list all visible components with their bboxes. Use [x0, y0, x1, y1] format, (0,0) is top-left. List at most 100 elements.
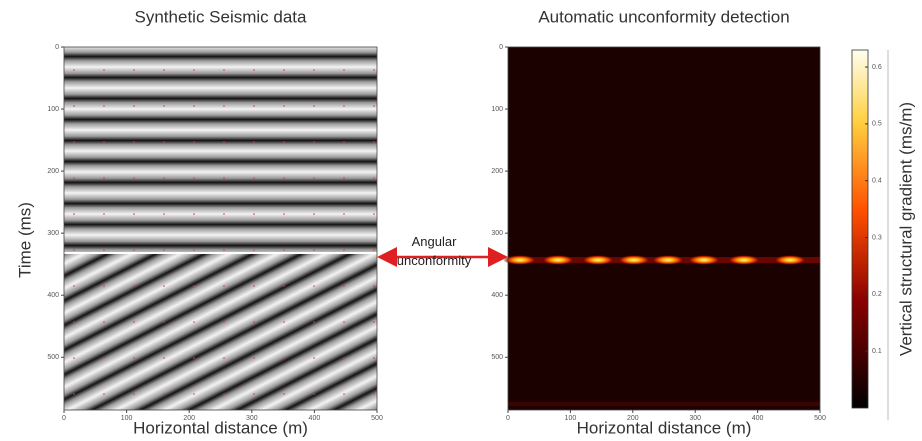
x-tick-label: 500 [371, 415, 383, 422]
sample-dot [193, 105, 195, 107]
colorbar-tick-label: 0.2 [872, 291, 882, 298]
sample-dot [253, 177, 255, 179]
sample-dot [313, 69, 315, 71]
sample-dot [223, 249, 225, 251]
x-tick-label: 300 [246, 415, 258, 422]
sample-dot [73, 213, 75, 215]
x-axis-label: Horizontal distance (m) [133, 418, 308, 437]
sample-dot [253, 213, 255, 215]
colorbar-tick-label: 0.6 [872, 64, 882, 71]
sample-dot [313, 177, 315, 179]
sample-dot [223, 141, 225, 143]
sample-dot [103, 249, 105, 251]
sample-dot [343, 357, 345, 359]
sample-dot [283, 213, 285, 215]
y-tick-label: 500 [491, 354, 503, 361]
sample-dot [283, 69, 285, 71]
sample-dot [103, 213, 105, 215]
sample-dot [73, 357, 75, 359]
heatmap-peak [581, 255, 615, 265]
sample-dot [73, 69, 75, 71]
sample-dot [283, 357, 285, 359]
sample-dot [73, 285, 75, 287]
x-tick-label: 400 [752, 415, 764, 422]
sample-dot [313, 357, 315, 359]
x-axis-label: Horizontal distance (m) [577, 418, 752, 437]
sample-dot [163, 105, 165, 107]
sample-dot [133, 141, 135, 143]
sample-dot [283, 141, 285, 143]
sample-dot [373, 357, 375, 359]
x-tick-label: 100 [565, 415, 577, 422]
heatmap-peak [651, 255, 685, 265]
y-tick-label: 0 [499, 44, 503, 51]
x-tick-label: 200 [183, 415, 195, 422]
sample-dot [193, 249, 195, 251]
sample-dot [223, 177, 225, 179]
panel-title: Synthetic Seismic data [135, 7, 308, 26]
x-tick-label: 400 [309, 415, 321, 422]
sample-dot [103, 321, 105, 323]
colorbar-label: Vertical structural gradient (ms/m) [896, 102, 915, 356]
sample-dot [133, 105, 135, 107]
sample-dot [133, 393, 135, 395]
y-tick-label: 300 [491, 230, 503, 237]
sample-dot [163, 141, 165, 143]
heatmap-peak [687, 255, 721, 265]
sample-dot [223, 213, 225, 215]
y-tick-label: 200 [491, 168, 503, 175]
sample-dot [103, 141, 105, 143]
sample-dot [313, 285, 315, 287]
sample-dot [223, 285, 225, 287]
x-tick-label: 0 [506, 415, 510, 422]
sample-dot [373, 321, 375, 323]
sample-dot [193, 69, 195, 71]
sample-dot [103, 69, 105, 71]
y-tick-label: 0 [55, 44, 59, 51]
colorbar-tick-label: 0.5 [872, 121, 882, 128]
sample-dot [373, 393, 375, 395]
colorbar-tick-label: 0.4 [872, 178, 882, 185]
seismic-lower [64, 253, 377, 410]
x-tick-label: 300 [689, 415, 701, 422]
sample-dot [103, 177, 105, 179]
colorbar-tick-label: 0.3 [872, 234, 882, 241]
heatmap-peak [727, 255, 761, 265]
seismic-upper [64, 47, 377, 253]
heatmap-peak [617, 255, 651, 265]
sample-dot [163, 357, 165, 359]
sample-dot [373, 141, 375, 143]
sample-dot [253, 105, 255, 107]
sample-dot [193, 213, 195, 215]
sample-dot [73, 321, 75, 323]
sample-dot [73, 393, 75, 395]
sample-dot [283, 249, 285, 251]
colorbar-tick-label: 0.1 [872, 348, 882, 355]
sample-dot [223, 69, 225, 71]
heatmap-background [508, 47, 820, 410]
sample-dot [193, 321, 195, 323]
sample-dot [163, 393, 165, 395]
sample-dot [343, 105, 345, 107]
sample-dot [343, 393, 345, 395]
sample-dot [163, 69, 165, 71]
sample-dot [163, 285, 165, 287]
sample-dot [373, 285, 375, 287]
x-tick-label: 200 [627, 415, 639, 422]
sample-dot [163, 213, 165, 215]
sample-dot [73, 141, 75, 143]
x-tick-label: 0 [62, 415, 66, 422]
sample-dot [163, 249, 165, 251]
sample-dot [373, 177, 375, 179]
sample-dot [73, 177, 75, 179]
sample-dot [193, 141, 195, 143]
sample-dot [283, 393, 285, 395]
sample-dot [343, 177, 345, 179]
sample-dot [223, 321, 225, 323]
sample-dot [343, 141, 345, 143]
sample-dot [133, 249, 135, 251]
annotation: Angular unconformity [388, 232, 480, 270]
sample-dot [223, 393, 225, 395]
sample-dot [163, 321, 165, 323]
sample-dot [133, 357, 135, 359]
